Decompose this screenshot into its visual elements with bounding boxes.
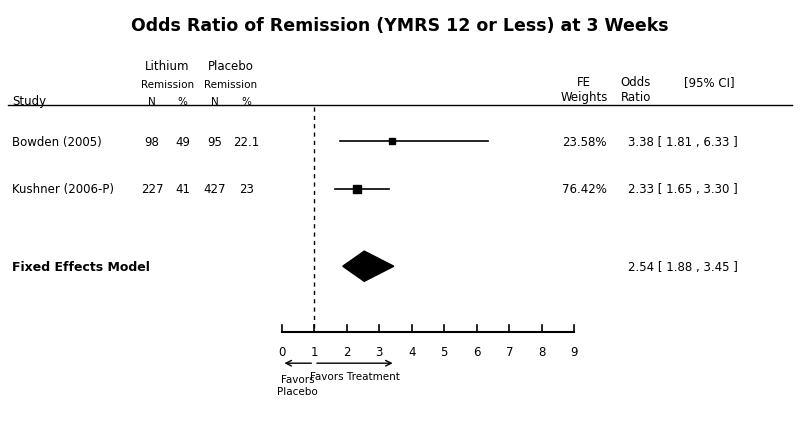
Text: 49: 49: [175, 135, 190, 148]
Text: 23: 23: [239, 183, 254, 196]
Text: 427: 427: [203, 183, 226, 196]
Text: Fixed Effects Model: Fixed Effects Model: [12, 260, 150, 273]
Text: 9: 9: [570, 345, 578, 358]
Text: 2: 2: [343, 345, 350, 358]
Text: Placebo: Placebo: [207, 60, 254, 73]
Text: Kushner (2006-P): Kushner (2006-P): [12, 183, 114, 196]
Text: Bowden (2005): Bowden (2005): [12, 135, 102, 148]
Text: 2.33 [ 1.65 , 3.30 ]: 2.33 [ 1.65 , 3.30 ]: [628, 183, 738, 196]
Text: 6: 6: [473, 345, 481, 358]
Text: 98: 98: [145, 135, 159, 148]
Text: 227: 227: [141, 183, 163, 196]
Text: N: N: [210, 97, 218, 107]
Text: [95% CI]: [95% CI]: [684, 76, 734, 89]
Text: 23.58%: 23.58%: [562, 135, 606, 148]
Text: Favors Treatment: Favors Treatment: [310, 371, 400, 381]
Text: 2.54 [ 1.88 , 3.45 ]: 2.54 [ 1.88 , 3.45 ]: [628, 260, 738, 273]
Text: 95: 95: [207, 135, 222, 148]
Text: Lithium: Lithium: [145, 60, 190, 73]
Text: 22.1: 22.1: [234, 135, 259, 148]
Text: FE
Weights: FE Weights: [560, 76, 608, 104]
Text: Remission: Remission: [204, 80, 257, 89]
Text: 41: 41: [175, 183, 190, 196]
Text: 4: 4: [408, 345, 415, 358]
Text: %: %: [242, 97, 251, 107]
Text: Favors
Placebo: Favors Placebo: [278, 374, 318, 396]
Text: N: N: [148, 97, 156, 107]
Text: 3: 3: [375, 345, 383, 358]
Text: Study: Study: [12, 95, 46, 108]
Text: 8: 8: [538, 345, 546, 358]
Text: 5: 5: [441, 345, 448, 358]
Polygon shape: [342, 252, 394, 282]
Text: 0: 0: [278, 345, 286, 358]
Text: 76.42%: 76.42%: [562, 183, 606, 196]
Text: %: %: [178, 97, 187, 107]
Text: Odds
Ratio: Odds Ratio: [621, 76, 651, 104]
Text: 3.38 [ 1.81 , 6.33 ]: 3.38 [ 1.81 , 6.33 ]: [628, 135, 738, 148]
Text: Remission: Remission: [141, 80, 194, 89]
Text: Odds Ratio of Remission (YMRS 12 or Less) at 3 Weeks: Odds Ratio of Remission (YMRS 12 or Less…: [131, 17, 669, 35]
Text: 1: 1: [310, 345, 318, 358]
Text: 7: 7: [506, 345, 513, 358]
